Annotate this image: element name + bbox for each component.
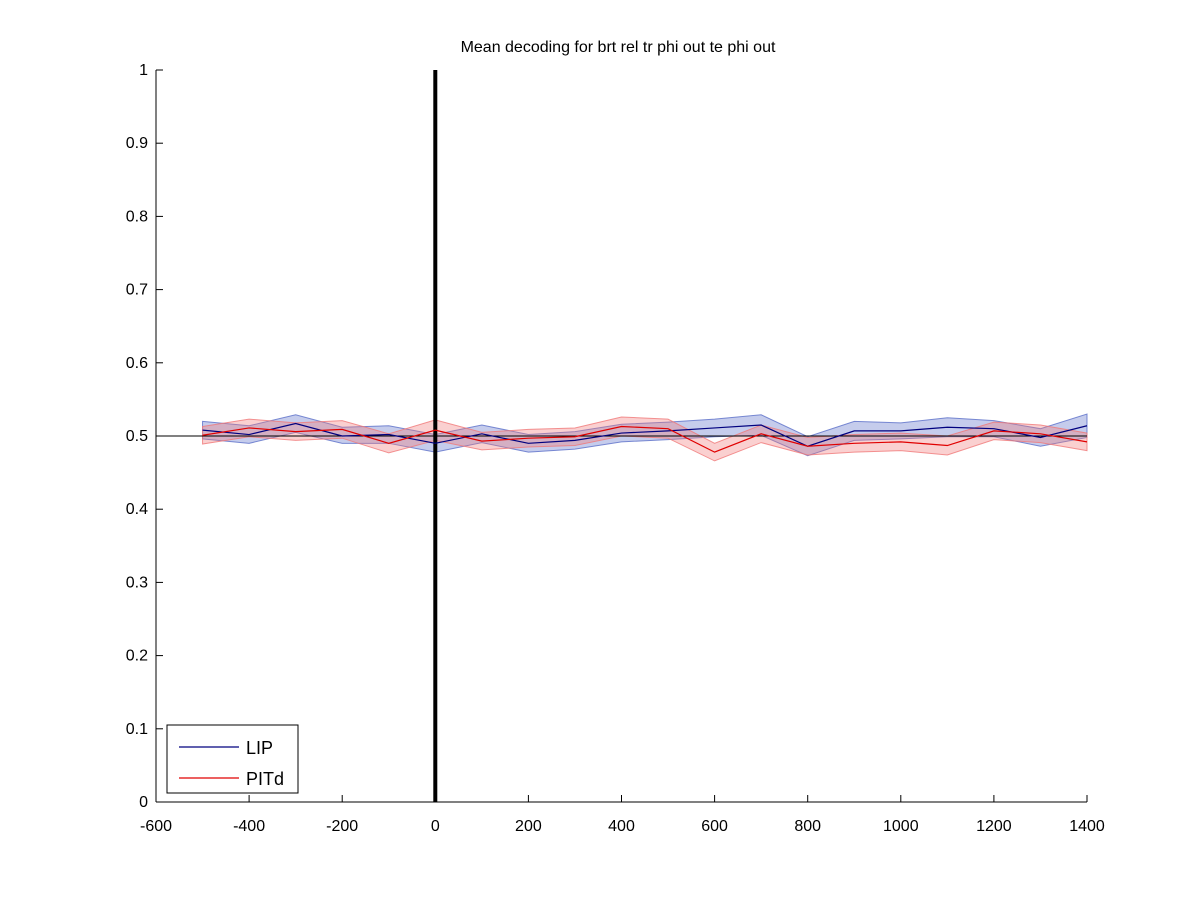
series-lines [202,422,1088,453]
data-point-lip [993,428,995,430]
y-tick-label: 0.9 [126,135,148,152]
data-point-pitd [248,427,250,429]
data-point-lip [527,442,529,444]
x-tick-label: -200 [326,818,358,835]
y-tick-label: 1 [139,62,148,79]
y-tick-label: 0.7 [126,282,148,299]
data-point-lip [248,434,250,436]
y-tick-label: 0.3 [126,574,148,591]
x-tick-label: 800 [794,818,821,835]
data-point-lip [1086,425,1088,427]
data-point-lip [434,442,436,444]
x-tick-label: 400 [608,818,635,835]
x-tick-label: 600 [701,818,728,835]
data-point-lip [621,432,623,434]
data-point-pitd [341,428,343,430]
data-point-pitd [853,442,855,444]
y-tick-label: 0.8 [126,208,148,225]
x-tick-label: 200 [515,818,542,835]
x-tick-label: 0 [431,818,440,835]
data-point-pitd [760,433,762,435]
x-tick-label: 1200 [976,818,1012,835]
x-tick-label: -600 [140,818,172,835]
data-point-lip [714,427,716,429]
data-point-lip [574,439,576,441]
band-pitd [202,416,1088,462]
axes: 0 0.1 0.2 0.3 0.4 0.5 0.6 0.7 0.8 0.9 1 -600 -400 -20… [126,62,1105,835]
data-point-pitd [574,436,576,438]
data-point-pitd [295,431,297,433]
data-point-pitd [667,428,669,430]
legend-label-pitd: PITd [246,769,284,789]
data-point-pitd [481,440,483,442]
data-point-lip [853,430,855,432]
reference-lines [156,70,1087,802]
data-point-pitd [388,442,390,444]
data-point-pitd [434,429,436,431]
data-point-pitd [946,445,948,447]
series-line-pitd [202,425,1088,453]
data-point-lip [388,434,390,436]
x-tick-label: 1000 [883,818,919,835]
y-tick-label: 0.6 [126,355,148,372]
data-point-lip [900,430,902,432]
data-point-lip [202,429,204,431]
x-tick-label: -400 [233,818,265,835]
data-point-pitd [202,434,204,436]
data-point-pitd [714,451,716,453]
data-point-pitd [807,445,809,447]
data-point-lip [481,433,483,435]
data-point-lip [667,430,669,432]
data-point-pitd [527,437,529,439]
y-tick-label: 0 [139,794,148,811]
data-point-pitd [621,425,623,427]
y-tick-label: 0.1 [126,721,148,738]
data-point-lip [295,423,297,425]
legend: LIP PITd [166,724,299,794]
data-point-lip [341,435,343,437]
data-point-lip [946,426,948,428]
chart-title: Mean decoding for brt rel tr phi out te … [461,39,776,56]
y-tick-label: 0.2 [126,648,148,665]
error-bands [202,413,1088,462]
x-tick-label: 1400 [1069,818,1105,835]
chart-title-group: Mean decoding for brt rel tr phi out te … [461,39,776,56]
legend-box [166,724,299,794]
data-point-pitd [993,430,995,432]
data-point-lip [760,424,762,426]
y-tick-label: 0.5 [126,428,148,445]
y-tick-label: 0.4 [126,501,148,518]
legend-label-lip: LIP [246,738,273,758]
series-line-lip [202,422,1088,447]
data-point-lip [1039,436,1041,438]
data-point-pitd [1086,441,1088,443]
data-point-pitd [900,441,902,443]
data-point-pitd [1039,433,1041,435]
